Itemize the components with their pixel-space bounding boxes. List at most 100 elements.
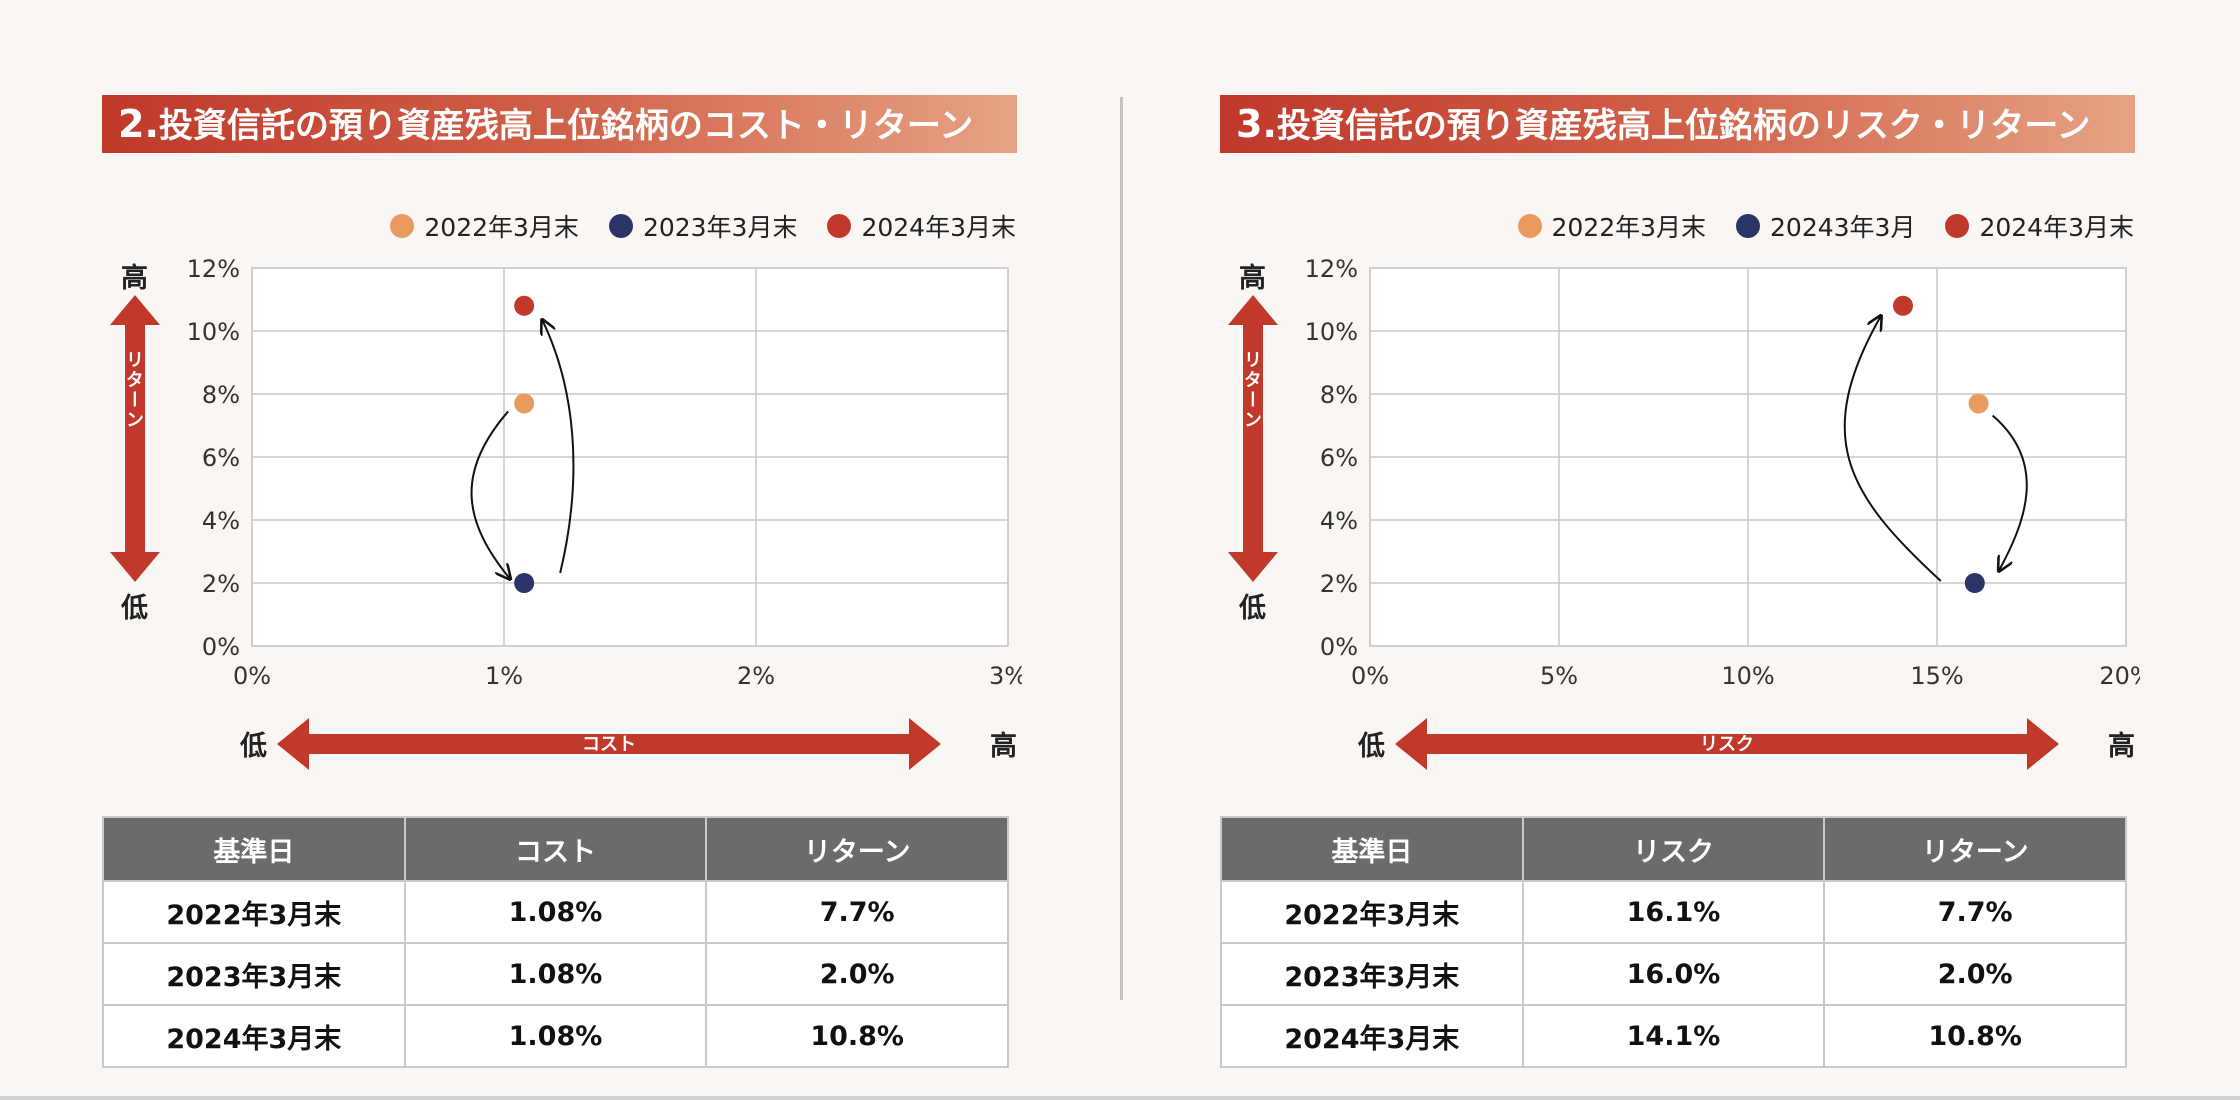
y-tick-label: 12% [187, 255, 240, 283]
table-cell: 2022年3月末 [1220, 880, 1524, 944]
table-cell: 2024年3月末 [1220, 1004, 1524, 1068]
legend-item-2024: 2024年3月末 [827, 208, 1016, 244]
table-header: リターン [705, 816, 1009, 882]
table-cell: 7.7% [1823, 880, 2127, 944]
y-tick-label: 0% [202, 633, 240, 661]
transition-arrow-2022-2023 [1991, 414, 2028, 571]
y-tick-label: 6% [202, 444, 240, 472]
table-cell: 10.8% [1823, 1004, 2127, 1068]
table-cell: 14.1% [1521, 1004, 1826, 1068]
table-cell: 2023年3月末 [1220, 942, 1524, 1006]
table-header: 基準日 [1220, 816, 1524, 882]
table-header: 基準日 [102, 816, 406, 882]
table-cell: 2022年3月末 [102, 880, 406, 944]
table-header: コスト [403, 816, 708, 882]
x-tick-label: 2% [737, 662, 775, 690]
y-axis-low-label: 低 [1239, 593, 1266, 624]
y-axis-arrow [1228, 295, 1278, 582]
x-tick-label: 10% [1721, 662, 1774, 690]
y-axis-arrow-label: リターン [123, 350, 144, 430]
table-cell: 2023年3月末 [102, 942, 406, 1006]
x-axis-low-label: 低 [240, 731, 267, 762]
y-tick-label: 4% [1320, 507, 1358, 535]
panel-title: 2.投資信託の預り資産残高上位銘柄のコスト・リターン [102, 95, 1017, 153]
y-axis-arrow-label: リターン [1241, 350, 1262, 430]
y-tick-label: 4% [202, 507, 240, 535]
data-point-2022 [1968, 393, 1989, 414]
legend-marker-2024 [827, 214, 852, 238]
table-row: 2022年3月末 16.1% 7.7% [1220, 880, 2127, 944]
data-point-2022 [514, 393, 535, 414]
y-tick-label: 6% [1320, 444, 1358, 472]
risk-return-panel: 3.投資信託の預り資産残高上位銘柄のリスク・リターン 2022年3月末 2024… [1220, 0, 2140, 1100]
panel-title: 3.投資信託の預り資産残高上位銘柄のリスク・リターン [1220, 95, 2135, 153]
legend-marker-2023 [608, 214, 633, 238]
table-cell: 2.0% [1823, 942, 2127, 1006]
legend-item-2023: 20243年3月 [1736, 208, 1915, 244]
legend-marker-2024 [1945, 214, 1970, 238]
chart-legend: 2022年3月末 20243年3月 2024年3月末 [1488, 208, 2134, 244]
y-tick-label: 2% [1320, 570, 1358, 598]
x-axis-high-label: 高 [990, 731, 1017, 762]
y-axis-high-label: 高 [1239, 263, 1266, 294]
x-axis-arrow-label: リスク [1700, 734, 1754, 755]
legend-item-2022: 2022年3月末 [1517, 208, 1706, 244]
table-cell: 1.08% [403, 1004, 708, 1068]
x-tick-label: 3% [989, 662, 1022, 690]
legend-marker-2022 [1517, 214, 1542, 238]
panel-divider [1120, 97, 1123, 1000]
x-axis-low-label: 低 [1358, 731, 1385, 762]
table-cell: 7.7% [705, 880, 1009, 944]
data-point-2024 [514, 295, 535, 316]
y-tick-label: 10% [1305, 318, 1358, 346]
table-row: 2024年3月末 1.08% 10.8% [102, 1004, 1009, 1068]
y-tick-label: 8% [1320, 381, 1358, 409]
x-axis-arrow [1395, 718, 2059, 770]
y-axis-arrow [110, 295, 160, 582]
table-header: リターン [1823, 816, 2127, 882]
y-axis-high-label: 高 [121, 263, 148, 294]
legend-item-2024: 2024年3月末 [1945, 208, 2134, 244]
table-header-row: 基準日 リスク リターン [1220, 816, 2127, 882]
table-row: 2024年3月末 14.1% 10.8% [1220, 1004, 2127, 1068]
data-point-2023 [514, 573, 535, 593]
y-tick-label: 2% [202, 570, 240, 598]
data-point-2024 [1892, 295, 1913, 316]
table-cell: 2024年3月末 [102, 1004, 406, 1068]
x-axis-arrow [277, 718, 941, 770]
table-cell: 16.0% [1521, 942, 1826, 1006]
x-tick-label: 15% [1910, 662, 1963, 690]
table-cell: 1.08% [403, 942, 708, 1006]
x-tick-label: 5% [1540, 662, 1578, 690]
x-tick-label: 0% [1351, 662, 1389, 690]
table-cell: 1.08% [403, 880, 708, 944]
y-tick-label: 10% [187, 318, 240, 346]
bottom-border [0, 1096, 2240, 1100]
x-axis-arrow-label: コスト [582, 734, 636, 755]
cost-return-panel: 2.投資信託の預り資産残高上位銘柄のコスト・リターン 2022年3月末 2023… [102, 0, 1022, 1100]
y-axis-low-label: 低 [121, 593, 148, 624]
table-row: 2023年3月末 16.0% 2.0% [1220, 942, 2127, 1006]
table-cell: 2.0% [705, 942, 1009, 1006]
scatter-chart: 0% 2% 4% 6% 8% 10% 12% 0% 1% 2% 3% [187, 255, 1022, 690]
cost-return-table: 基準日 コスト リターン 2022年3月末 1.08% 7.7% 2023年3月… [102, 816, 1009, 1068]
data-point-2023 [1964, 573, 1985, 593]
y-tick-label: 12% [1305, 255, 1358, 283]
legend-marker-2022 [390, 214, 415, 238]
x-tick-label: 0% [233, 662, 271, 690]
x-tick-label: 20% [2099, 662, 2140, 690]
transition-arrow-2023-2024 [542, 320, 575, 574]
legend-item-2022: 2022年3月末 [390, 208, 579, 244]
table-header: リスク [1521, 816, 1826, 882]
table-cell: 16.1% [1521, 880, 1826, 944]
x-axis-high-label: 高 [2108, 731, 2135, 762]
transition-arrow-2023-2024 [1843, 316, 1942, 582]
legend-item-2023: 2023年3月末 [608, 208, 797, 244]
chart-legend: 2022年3月末 2023年3月末 2024年3月末 [360, 208, 1016, 244]
y-tick-label: 8% [202, 381, 240, 409]
x-tick-label: 1% [485, 662, 523, 690]
table-header-row: 基準日 コスト リターン [102, 816, 1009, 882]
table-cell: 10.8% [705, 1004, 1009, 1068]
y-tick-label: 0% [1320, 633, 1358, 661]
legend-marker-2023 [1736, 214, 1761, 238]
